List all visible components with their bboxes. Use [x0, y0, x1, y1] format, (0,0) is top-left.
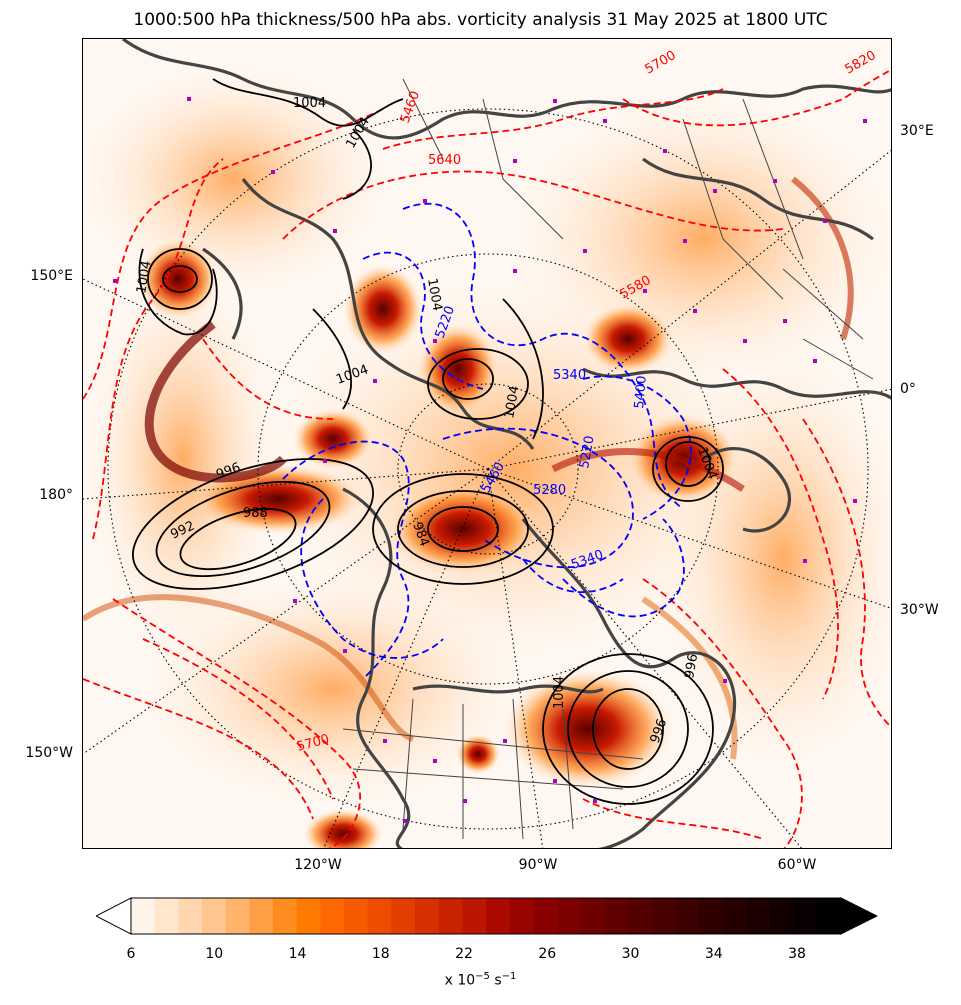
colorbar-cell: [202, 898, 227, 934]
vorticity-map: 1004 1004 1004 1004 996 988 992 984 1004…: [83, 39, 891, 848]
colorbar-cell: [296, 898, 321, 934]
colorbar-cell: [249, 898, 274, 934]
thickness-label: 5400: [632, 375, 650, 409]
colorbar-cell: [675, 898, 700, 934]
units-base: x 10: [444, 972, 476, 989]
colorbar-frame: [130, 897, 842, 935]
lon-label-bottom: 120°W: [294, 857, 342, 873]
colorbar-cell: [580, 898, 605, 934]
colorbar-cell: [486, 898, 511, 934]
pressure-label: 1004: [293, 96, 326, 111]
colorbar-cell: [320, 898, 345, 934]
pressure-label: 1004: [552, 676, 567, 709]
pressure-label: 1004: [134, 259, 155, 294]
colorbar-cell: [533, 898, 558, 934]
colorbar-cell: [557, 898, 582, 934]
lon-label-right: 30°E: [900, 123, 934, 139]
colorbar-tick-label: 6: [126, 946, 136, 962]
units-tail: s: [489, 972, 502, 989]
colorbar-cell: [770, 898, 795, 934]
colorbar-tick-label: 26: [538, 946, 557, 962]
thickness-label: 5340: [553, 368, 586, 383]
colorbar-cell: [604, 898, 629, 934]
pressure-label: 1004: [424, 277, 445, 312]
lon-label-left: 150°W: [25, 745, 73, 761]
colorbar-cell: [699, 898, 724, 934]
units-exponent: −5: [475, 971, 490, 982]
borders: [342, 78, 874, 840]
colorbar: [96, 897, 878, 935]
graticule: [83, 108, 891, 848]
pressure-label: 996: [682, 653, 701, 680]
map-title: 1000:500 hPa thickness/500 hPa abs. vort…: [133, 10, 828, 30]
colorbar-cell: [793, 898, 818, 934]
lon-label-bottom: 60°W: [777, 857, 817, 873]
pressure-label: 1004: [502, 384, 523, 419]
colorbar-cell: [651, 898, 676, 934]
station-markers: [113, 97, 867, 823]
lon-label-left: 150°E: [30, 268, 73, 284]
colorbar-cell: [722, 898, 747, 934]
thickness-label: 5280: [533, 483, 566, 498]
colorbar-cell: [225, 898, 250, 934]
colorbar-cell: [344, 898, 369, 934]
colorbar-tick-label: 18: [371, 946, 390, 962]
pressure-contours: [132, 78, 724, 805]
thickness-label: 5220: [577, 434, 598, 469]
colorbar-cell: [131, 898, 156, 934]
lon-label-bottom: 90°W: [518, 857, 558, 873]
lon-label-left: 180°: [39, 487, 73, 503]
colorbar-min-arrow: [96, 897, 132, 935]
colorbar-cell: [462, 898, 487, 934]
colorbar-cell: [746, 898, 771, 934]
colorbar-tick-label: 10: [205, 946, 224, 962]
colorbar-cell: [438, 898, 463, 934]
colorbar-units: x 10−5 s−1: [0, 971, 961, 989]
colorbar-cell: [391, 898, 416, 934]
colorbar-cell: [509, 898, 534, 934]
colorbar-tick-label: 22: [455, 946, 473, 962]
colorbar-cell: [628, 898, 653, 934]
units-tail-exponent: −1: [501, 971, 517, 982]
map-panel: 1004 1004 1004 1004 996 988 992 984 1004…: [82, 38, 892, 849]
lon-label-right: 30°W: [900, 602, 939, 618]
colorbar-tick-label: 38: [788, 946, 806, 962]
colorbar-cell: [154, 898, 179, 934]
thickness-contours-red: [83, 69, 891, 848]
thickness-label: 5640: [428, 153, 461, 168]
colorbar-max-arrow: [840, 897, 878, 935]
colorbar-cell: [817, 898, 842, 934]
colorbar-cell: [367, 898, 392, 934]
colorbar-tick-label: 34: [704, 946, 723, 962]
vorticity-shading: [83, 39, 891, 848]
thickness-contours-blue: [282, 202, 692, 680]
colorbar-cell: [415, 898, 440, 934]
colorbar-cell: [178, 898, 203, 934]
colorbar-tick-label: 14: [288, 946, 307, 962]
colorbar-cells: [131, 898, 842, 934]
colorbar-cell: [273, 898, 298, 934]
colorbar-tick-label: 30: [621, 946, 640, 962]
pressure-label: 988: [243, 506, 268, 521]
lon-label-right: 0°: [900, 381, 916, 397]
